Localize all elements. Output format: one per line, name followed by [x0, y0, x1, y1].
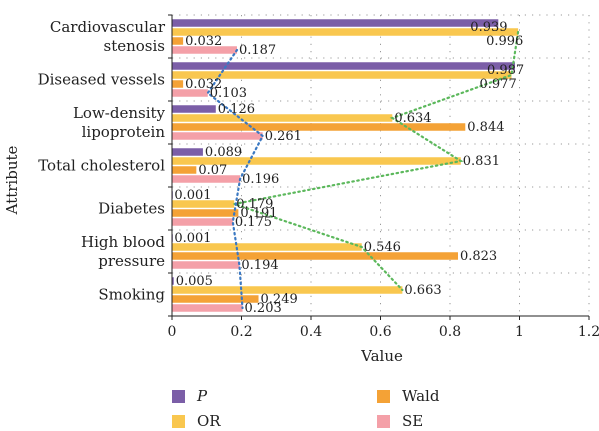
legend-label-wald: Wald: [402, 387, 440, 405]
category-label-high-blood-pressure-line-1: pressure: [98, 252, 165, 270]
x-tick-label-0-8: 0.8: [439, 324, 461, 340]
category-label-low-density-lipoprotein-line-0: Low-density: [73, 104, 166, 122]
bar-wald-smoking: [172, 295, 259, 303]
legend-swatch-se: [377, 414, 390, 428]
bar-se-low-density-lipoprotein: [172, 132, 263, 140]
category-label-diseased-vessels: Diseased vessels: [38, 71, 165, 89]
category-label-cardiovascular-stenosis-line-0: Cardiovascular: [50, 18, 166, 36]
y-axis-label: Attribute: [3, 146, 21, 216]
legend-swatch-or: [172, 414, 185, 428]
bar-se-diseased-vessels: [172, 89, 208, 97]
legend-label-p: P: [197, 387, 208, 405]
bar-wald-total-cholesterol: [172, 166, 197, 174]
legend-item-wald: Wald: [377, 387, 439, 405]
data-label-wald-low-density-lipoprotein: 0.844: [467, 120, 504, 135]
data-label-wald-high-blood-pressure: 0.823: [460, 249, 497, 264]
data-label-or-high-blood-pressure: 0.546: [364, 240, 401, 255]
bar-wald-cardiovascular-stenosis: [172, 37, 184, 45]
bar-se-diabetes: [172, 218, 233, 226]
bar-wald-diabetes: [172, 209, 239, 217]
bar-wald-high-blood-pressure: [172, 252, 458, 260]
data-labels-layer: 0.939 0.987 0.126 0.089 0.001 0.001 0.005 0.996…: [174, 20, 524, 316]
legend-swatch-p: [172, 389, 185, 403]
x-tick-label-1: 1: [515, 324, 524, 340]
bar-or-smoking: [172, 286, 403, 294]
bar-wald-diseased-vessels: [172, 80, 184, 88]
bar-p-low-density-lipoprotein: [172, 105, 216, 113]
x-tick-label-0-2: 0.2: [230, 324, 252, 340]
legend-swatch-wald: [377, 389, 390, 403]
data-label-or-diseased-vessels: 0.977: [480, 77, 517, 92]
data-label-p-diabetes: 0.001: [174, 188, 211, 203]
legend-item-or: OR: [172, 412, 221, 430]
data-label-se-total-cholesterol: 0.196: [242, 172, 279, 187]
data-label-or-cardiovascular-stenosis: 0.996: [486, 34, 523, 49]
category-label-high-blood-pressure-line-0: High blood: [81, 233, 165, 251]
bar-p-diseased-vessels: [172, 62, 515, 70]
data-label-wald-total-cholesterol: 0.07: [198, 163, 227, 178]
x-tick-label-1-2: 1.2: [578, 324, 599, 340]
data-label-p-low-density-lipoprotein: 0.126: [218, 102, 255, 117]
bar-se-high-blood-pressure: [172, 261, 240, 269]
category-label-diabetes: Diabetes: [98, 200, 165, 218]
data-label-wald-diabetes: 0.191: [240, 206, 277, 221]
trend-line-se: [206, 48, 265, 310]
legend: P Wald OR SE: [172, 387, 592, 431]
bar-or-total-cholesterol: [172, 157, 461, 165]
data-label-wald-diseased-vessels: 0.032: [185, 77, 222, 92]
bar-or-cardiovascular-stenosis: [172, 28, 519, 36]
data-label-p-diseased-vessels: 0.987: [487, 63, 524, 78]
data-label-or-smoking: 0.663: [404, 283, 441, 298]
data-label-or-total-cholesterol: 0.831: [463, 154, 500, 169]
category-label-smoking: Smoking: [98, 286, 165, 304]
data-label-wald-cardiovascular-stenosis: 0.032: [185, 34, 222, 49]
bar-or-diabetes: [172, 200, 235, 208]
bar-or-diseased-vessels: [172, 71, 512, 79]
data-label-se-cardiovascular-stenosis: 0.187: [239, 43, 276, 58]
trend-line-or: [229, 30, 520, 292]
x-axis-label: Value: [360, 347, 403, 365]
bar-or-high-blood-pressure: [172, 243, 362, 251]
trend-layer: [206, 30, 520, 310]
data-label-se-high-blood-pressure: 0.194: [241, 258, 278, 273]
data-label-se-smoking: 0.203: [245, 301, 282, 316]
data-label-p-high-blood-pressure: 0.001: [174, 231, 211, 246]
x-tick-label-0-4: 0.4: [300, 324, 322, 340]
bar-se-total-cholesterol: [172, 175, 241, 183]
data-label-p-total-cholesterol: 0.089: [205, 145, 242, 160]
bar-wald-low-density-lipoprotein: [172, 123, 466, 131]
data-label-se-diseased-vessels: 0.103: [210, 86, 247, 101]
bars-layer: [172, 19, 519, 312]
bar-se-smoking: [172, 304, 243, 312]
bar-se-cardiovascular-stenosis: [172, 46, 237, 54]
data-label-p-smoking: 0.005: [176, 274, 213, 289]
data-label-se-diabetes: 0.175: [235, 215, 272, 230]
legend-label-se: SE: [402, 412, 424, 430]
grid-layer: [172, 14, 590, 316]
category-label-low-density-lipoprotein-line-1: lipoprotein: [82, 123, 166, 141]
data-label-p-cardiovascular-stenosis: 0.939: [470, 20, 507, 35]
data-label-wald-smoking: 0.249: [261, 292, 298, 307]
data-label-or-low-density-lipoprotein: 0.634: [394, 111, 431, 126]
legend-label-or: OR: [197, 412, 221, 430]
category-label-total-cholesterol: Total cholesterol: [38, 157, 165, 175]
data-label-se-low-density-lipoprotein: 0.261: [265, 129, 302, 144]
bar-p-smoking: [172, 277, 174, 285]
data-label-or-diabetes: 0.179: [236, 197, 273, 212]
legend-item-se: SE: [377, 412, 423, 430]
legend-item-p: P: [172, 387, 207, 405]
bar-p-cardiovascular-stenosis: [172, 19, 499, 27]
x-tick-label-0-6: 0.6: [369, 324, 391, 340]
bar-p-total-cholesterol: [172, 148, 203, 156]
bar-or-low-density-lipoprotein: [172, 114, 393, 122]
x-tick-label-0: 0: [168, 324, 177, 340]
category-label-cardiovascular-stenosis-line-1: stenosis: [104, 37, 166, 55]
